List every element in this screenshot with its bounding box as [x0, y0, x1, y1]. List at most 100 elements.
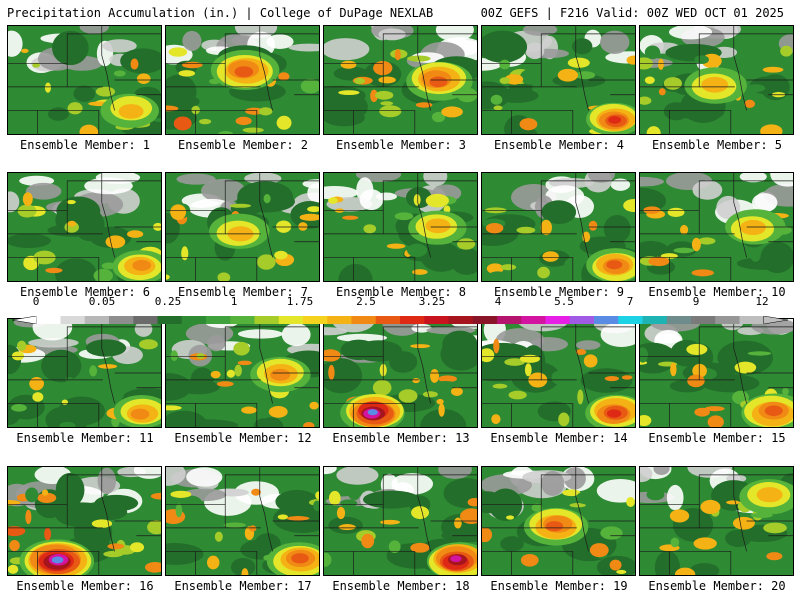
colorbar-max-arrow: [763, 315, 789, 325]
colorbar-swatch: [618, 316, 643, 324]
colorbar-tick-label: 1: [230, 295, 238, 308]
colorbar-swatch: [60, 316, 86, 324]
colorbar-tick-label: 9: [692, 295, 700, 308]
precip-field-map: [8, 173, 161, 281]
member-map-panel: [165, 466, 320, 576]
member-label: Ensemble Member: 14: [490, 431, 628, 445]
chart-title: Precipitation Accumulation (in.) | Colle…: [7, 6, 434, 20]
colorbar-tick-label: 0: [32, 295, 40, 308]
precip-field-map: [324, 467, 477, 575]
precip-field-map: [324, 26, 477, 134]
colorbar-swatch: [715, 316, 740, 324]
precip-field-map: [166, 173, 319, 281]
precip-field-map: [324, 173, 477, 281]
colorbar-tick-label: 7: [626, 295, 634, 308]
colorbar-swatch: [254, 316, 280, 324]
colorbar-swatch: [278, 316, 304, 324]
precip-field-map: [324, 319, 477, 427]
colorbar-tick-label: 1.75: [286, 295, 314, 308]
member-map-panel: [481, 466, 636, 576]
member-label: Ensemble Member: 4: [493, 138, 625, 152]
member-map-panel: [323, 466, 478, 576]
colorbar-swatch: [303, 316, 328, 324]
member-map-panel: [165, 172, 320, 282]
colorbar-swatch: [400, 316, 425, 324]
precip-field-map: [482, 319, 635, 427]
precip-field-map: [8, 319, 161, 427]
colorbar-swatch: [36, 316, 61, 324]
member-map-panel: [639, 172, 794, 282]
colorbar-swatch: [351, 316, 377, 324]
color-scale-bar: [11, 309, 789, 325]
member-label: Ensemble Member: 17: [174, 579, 312, 593]
precip-field-map: [640, 26, 793, 134]
precip-field-map: [640, 467, 793, 575]
precip-field-map: [482, 467, 635, 575]
precip-field-map: [166, 467, 319, 575]
precip-field-map: [640, 319, 793, 427]
member-label: Ensemble Member: 9: [493, 285, 625, 299]
colorbar-swatch: [424, 316, 449, 324]
precip-field-map: [482, 173, 635, 281]
colorbar-swatch: [739, 316, 765, 324]
member-label: Ensemble Member: 15: [648, 431, 786, 445]
member-map-panel: [7, 466, 162, 576]
member-map-panel: [481, 318, 636, 428]
member-label: Ensemble Member: 13: [332, 431, 470, 445]
member-map-panel: [481, 172, 636, 282]
colorbar-swatch: [84, 316, 110, 324]
member-map-panel: [323, 318, 478, 428]
precip-field-map: [8, 467, 161, 575]
colorbar-swatch: [375, 316, 401, 324]
member-label: Ensemble Member: 6: [19, 285, 151, 299]
member-label: Ensemble Member: 7: [177, 285, 309, 299]
colorbar-swatch: [666, 316, 692, 324]
member-label: Ensemble Member: 20: [648, 579, 786, 593]
colorbar-swatch: [472, 316, 498, 324]
colorbar-tick-label: 5.5: [554, 295, 574, 308]
precip-field-map: [482, 26, 635, 134]
member-map-panel: [323, 25, 478, 135]
colorbar-swatch: [521, 316, 546, 324]
member-label: Ensemble Member: 8: [335, 285, 467, 299]
colorbar-swatch: [642, 316, 668, 324]
member-label: Ensemble Member: 18: [332, 579, 470, 593]
member-label: Ensemble Member: 3: [335, 138, 467, 152]
colorbar-swatch: [230, 316, 255, 324]
colorbar-tick-label: 2.5: [356, 295, 376, 308]
precip-field-map: [166, 26, 319, 134]
member-label: Ensemble Member: 1: [19, 138, 151, 152]
member-label: Ensemble Member: 11: [16, 431, 154, 445]
colorbar-swatch: [109, 316, 134, 324]
member-map-panel: [639, 25, 794, 135]
precip-field-map: [166, 319, 319, 427]
member-map-panel: [165, 25, 320, 135]
colorbar-swatch: [157, 316, 183, 324]
member-label: Ensemble Member: 2: [177, 138, 309, 152]
colorbar-tick-label: 0.25: [154, 295, 182, 308]
member-label: Ensemble Member: 10: [648, 285, 786, 299]
member-label: Ensemble Member: 16: [16, 579, 154, 593]
colorbar-swatch: [133, 316, 158, 324]
colorbar-tick-label: 12: [755, 295, 769, 308]
colorbar-swatch: [206, 316, 231, 324]
member-map-panel: [7, 25, 162, 135]
member-map-panel: [7, 172, 162, 282]
precip-field-map: [8, 26, 161, 134]
colorbar-tick-label: 4: [494, 295, 502, 308]
member-label: Ensemble Member: 19: [490, 579, 628, 593]
run-info: 00Z GEFS | F216 Valid: 00Z WED OCT 01 20…: [480, 6, 784, 20]
colorbar-tick-label: 0.05: [88, 295, 116, 308]
colorbar-tick-label: 3.25: [418, 295, 446, 308]
member-map-panel: [323, 172, 478, 282]
precip-field-map: [640, 173, 793, 281]
colorbar-swatch: [497, 316, 522, 324]
member-map-panel: [165, 318, 320, 428]
member-map-panel: [639, 318, 794, 428]
member-label: Ensemble Member: 12: [174, 431, 312, 445]
member-map-panel: [481, 25, 636, 135]
colorbar-swatch: [594, 316, 619, 324]
member-label: Ensemble Member: 5: [651, 138, 783, 152]
colorbar-swatch: [569, 316, 595, 324]
member-map-panel: [639, 466, 794, 576]
